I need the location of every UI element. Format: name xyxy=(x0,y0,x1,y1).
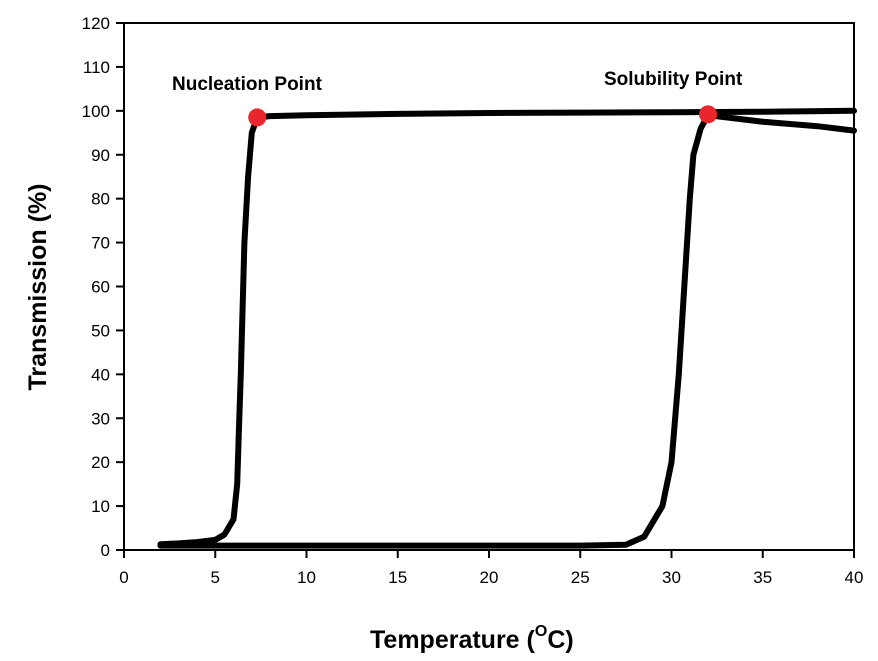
solubility-point-marker xyxy=(699,105,717,124)
y-axis-label: Transmission (%) xyxy=(24,184,52,391)
x-axis-label-unit: C) xyxy=(547,626,573,654)
x-axis-label-main: Temperature ( xyxy=(370,626,536,654)
y-tick-label: 10 xyxy=(91,497,110,516)
plot-area-border xyxy=(123,22,855,551)
solubility-point-label: Solubility Point xyxy=(604,69,743,90)
x-tick-label: 10 xyxy=(297,568,316,587)
x-tick-label: 25 xyxy=(571,568,590,587)
x-axis-label: Temperature (OC) xyxy=(370,623,574,654)
x-tick-label: 20 xyxy=(480,568,499,587)
axis-ticks: 0 5 10 15 20 25 30 35 40 0 10 20 30 40 50 60 70 80 90 100 11… xyxy=(82,14,864,587)
y-tick-label: 50 xyxy=(91,321,110,340)
y-tick-label: 70 xyxy=(91,234,110,253)
plot-frame xyxy=(123,22,855,551)
y-tick-label: 40 xyxy=(91,365,110,384)
y-tick-label: 80 xyxy=(91,190,110,209)
y-tick-label: 110 xyxy=(83,58,110,77)
y-tick-label: 0 xyxy=(101,541,110,560)
data-series xyxy=(157,107,857,549)
nucleation-point-marker xyxy=(248,108,267,127)
series-line-1 xyxy=(157,112,857,549)
y-tick-label: 120 xyxy=(82,14,110,33)
y-tick-label: 30 xyxy=(91,409,110,428)
annotation-markers xyxy=(248,105,717,127)
y-tick-label: 20 xyxy=(91,453,110,472)
x-tick-label: 0 xyxy=(119,568,128,587)
x-axis-label-degree: O xyxy=(535,623,547,640)
x-tick-label: 30 xyxy=(662,568,681,587)
x-tick-label: 35 xyxy=(753,568,772,587)
nucleation-point-label: Nucleation Point xyxy=(172,74,323,95)
x-tick-label: 40 xyxy=(845,568,864,587)
y-tick-label: 100 xyxy=(82,102,110,121)
x-tick-label: 15 xyxy=(388,568,407,587)
x-tick-label: 5 xyxy=(211,568,220,587)
y-tick-label: 60 xyxy=(91,278,110,297)
series-line-0 xyxy=(157,107,857,548)
y-tick-label: 90 xyxy=(91,146,110,165)
